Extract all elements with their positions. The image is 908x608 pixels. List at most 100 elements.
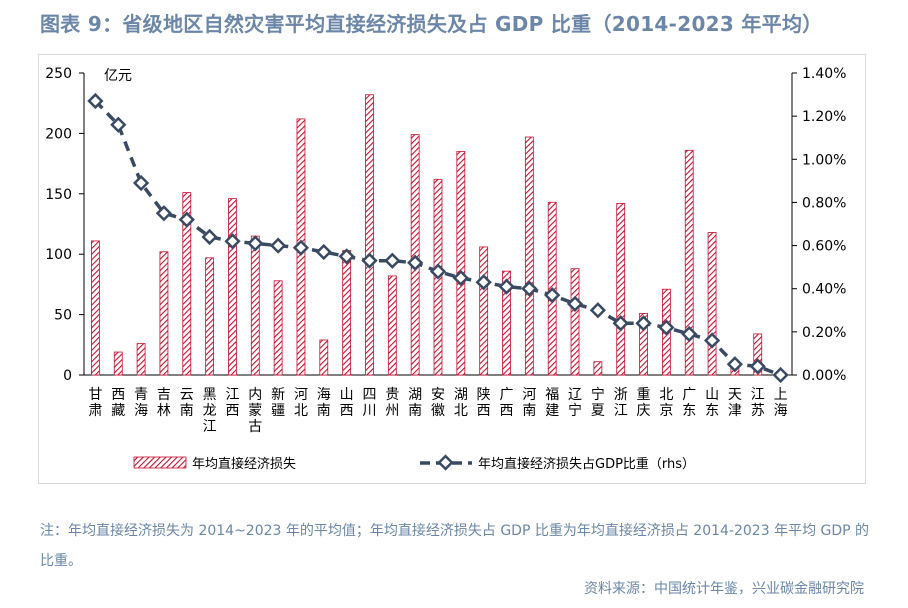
category-label: 江苏 xyxy=(751,387,765,419)
category-labels: 甘肃西藏青海吉林云南黑龙江江西内蒙古新疆河北海南山西四川贵州湖南安徽湖北陕西广西… xyxy=(88,386,787,435)
ratio-point xyxy=(270,237,287,254)
y-right-tick-label: 1.40% xyxy=(802,66,846,82)
category-label: 重庆 xyxy=(637,387,651,419)
bar xyxy=(113,351,123,376)
category-label: 安徽 xyxy=(431,387,445,419)
ratio-point xyxy=(201,228,218,246)
ratio-point xyxy=(544,287,561,304)
ratio-point xyxy=(155,205,173,222)
bar xyxy=(753,333,763,376)
bar xyxy=(136,343,146,376)
bar xyxy=(570,268,580,376)
bar xyxy=(593,361,603,376)
legend: 年均直接经济损失 年均直接经济损失占GDP比重（rhs） xyxy=(133,454,695,472)
category-label: 甘肃 xyxy=(88,387,102,419)
bar xyxy=(387,275,397,376)
category-label: 浙江 xyxy=(614,387,628,419)
ratio-point xyxy=(110,116,127,133)
ratio-point xyxy=(452,269,469,287)
category-label: 湖南 xyxy=(408,387,422,419)
ratio-point xyxy=(247,235,264,252)
y-right-tick-label: 0.80% xyxy=(802,195,846,211)
bar xyxy=(707,232,717,376)
category-label: 广西 xyxy=(500,387,514,419)
legend-bar-swatch xyxy=(133,456,187,469)
ratio-point xyxy=(292,239,310,256)
category-label: 山东 xyxy=(705,387,719,419)
combo-chart: 0 50 100 150 200 250 0.00% 0.20% 0.40% 0.60% 0.80%… xyxy=(45,66,846,472)
ratio-point xyxy=(749,358,766,375)
ratio-point xyxy=(658,319,675,336)
legend-line-label: 年均直接经济损失占GDP比重（rhs） xyxy=(478,456,695,472)
category-label: 海南 xyxy=(317,387,331,419)
bar xyxy=(479,246,489,376)
y-right-tick-label: 0.20% xyxy=(802,325,846,341)
bar xyxy=(91,240,100,376)
bar xyxy=(684,149,694,376)
ratio-point xyxy=(521,280,538,297)
ratio-point xyxy=(589,302,607,319)
ratio-point xyxy=(475,274,492,291)
bar xyxy=(365,94,374,376)
bar xyxy=(456,151,466,376)
category-label: 吉林 xyxy=(157,387,171,419)
ratio-point xyxy=(315,243,332,261)
category-label: 广东 xyxy=(682,387,696,419)
category-label: 北京 xyxy=(659,387,673,419)
bar xyxy=(205,257,215,376)
ratio-point xyxy=(87,92,104,110)
ratio-point xyxy=(726,356,744,373)
category-label: 湖北 xyxy=(454,387,468,419)
ratio-point xyxy=(635,315,652,332)
category-label: 河北 xyxy=(294,387,308,419)
category-label: 宁夏 xyxy=(591,386,605,419)
y-left-tick-label: 200 xyxy=(45,126,72,142)
y-left-tick-label: 100 xyxy=(45,247,72,263)
category-label: 西藏 xyxy=(111,387,125,419)
ratio-point xyxy=(703,332,721,349)
y-right-tick-label: 1.00% xyxy=(802,152,846,168)
category-label: 云南 xyxy=(180,387,194,419)
category-label: 黑龙江 xyxy=(203,387,217,435)
category-label: 四川 xyxy=(362,387,376,419)
bar xyxy=(182,192,192,376)
category-label: 贵州 xyxy=(385,387,399,419)
y-right-tick-label: 0.00% xyxy=(802,368,846,384)
y-left-tick-label: 50 xyxy=(54,308,72,324)
bar xyxy=(228,198,237,376)
bar xyxy=(639,312,648,376)
category-label: 陕西 xyxy=(477,387,491,419)
bar xyxy=(616,203,626,376)
ratio-point xyxy=(498,278,515,295)
chart-frame xyxy=(38,54,866,484)
ratio-point xyxy=(407,254,424,271)
footnote: 注：年均直接经济损失为 2014~2023 年的平均值；年均直接经济损失占 GD… xyxy=(40,523,870,569)
category-label: 内蒙古 xyxy=(248,387,262,435)
ratio-line xyxy=(87,92,789,384)
bar xyxy=(273,280,283,376)
y-right-tick-label: 0.60% xyxy=(802,239,846,255)
legend-line-marker xyxy=(437,454,454,471)
bar xyxy=(524,136,534,376)
category-label: 河南 xyxy=(522,387,536,419)
ratio-point xyxy=(566,295,584,312)
ratio-point xyxy=(132,174,150,192)
category-label: 辽宁 xyxy=(568,387,582,419)
bar xyxy=(319,339,329,376)
category-label: 上海 xyxy=(774,387,788,419)
bar xyxy=(502,270,511,376)
axes: 0 50 100 150 200 250 0.00% 0.20% 0.40% 0.60% 0.80%… xyxy=(45,66,846,384)
chart-title: 图表 9：省级地区自然灾害平均直接经济损失及占 GDP 比重（2014-2023… xyxy=(40,12,823,36)
y-left-tick-label: 250 xyxy=(45,66,72,82)
y-left-tick-label: 0 xyxy=(63,368,72,384)
ratio-point xyxy=(429,263,447,280)
ratio-point xyxy=(338,248,355,265)
y-right-tick-label: 1.20% xyxy=(802,109,846,125)
bar xyxy=(159,251,169,376)
y-right-tick-label: 0.40% xyxy=(802,282,846,298)
category-label: 福建 xyxy=(545,387,559,419)
ratio-point xyxy=(681,325,698,343)
ratio-point xyxy=(224,233,241,250)
ratio-point xyxy=(178,211,195,228)
ratio-point xyxy=(384,252,401,269)
